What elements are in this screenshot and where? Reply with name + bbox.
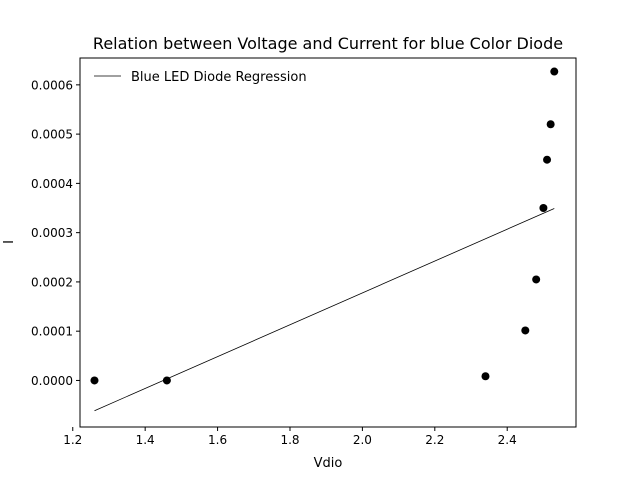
y-tick-label: 0.0004 (31, 177, 73, 191)
x-axis-label: Vdio (314, 456, 343, 471)
axes-frame (79, 57, 577, 428)
x-axis: 1.2 1.4 1.6 1.8 2.0 2.2 2.4 (63, 427, 517, 447)
x-tick-label: 2.2 (425, 433, 444, 447)
data-point (539, 204, 548, 213)
y-axis-label: I (2, 240, 17, 244)
data-point (532, 275, 541, 284)
x-tick-label: 1.8 (280, 433, 299, 447)
data-point (481, 372, 490, 381)
data-point (550, 67, 559, 76)
data-point (521, 326, 530, 335)
y-tick-label: 0.0003 (31, 226, 73, 240)
x-tick-label: 1.2 (63, 433, 82, 447)
plot-area (90, 67, 559, 412)
x-tick-label: 2.0 (353, 433, 372, 447)
y-tick-label: 0.0006 (31, 78, 73, 92)
data-point (90, 376, 99, 385)
data-point (546, 120, 555, 129)
y-tick-label: 0.0002 (31, 275, 73, 289)
y-tick-label: 0.0000 (31, 374, 73, 388)
y-tick-label: 0.0001 (31, 325, 73, 339)
legend: Blue LED Diode Regression (94, 70, 307, 85)
y-axis: 0.0000 0.0001 0.0002 0.0003 0.0004 0.0005 0.00… (31, 78, 80, 388)
x-tick-label: 1.4 (136, 433, 155, 447)
x-tick-label: 1.6 (208, 433, 227, 447)
data-point (543, 155, 552, 164)
legend-label: Blue LED Diode Regression (131, 70, 307, 85)
x-tick-label: 2.4 (498, 433, 517, 447)
chart-title: Relation between Voltage and Current for… (93, 34, 563, 53)
regression-line (94, 208, 555, 412)
y-tick-label: 0.0005 (31, 128, 73, 142)
